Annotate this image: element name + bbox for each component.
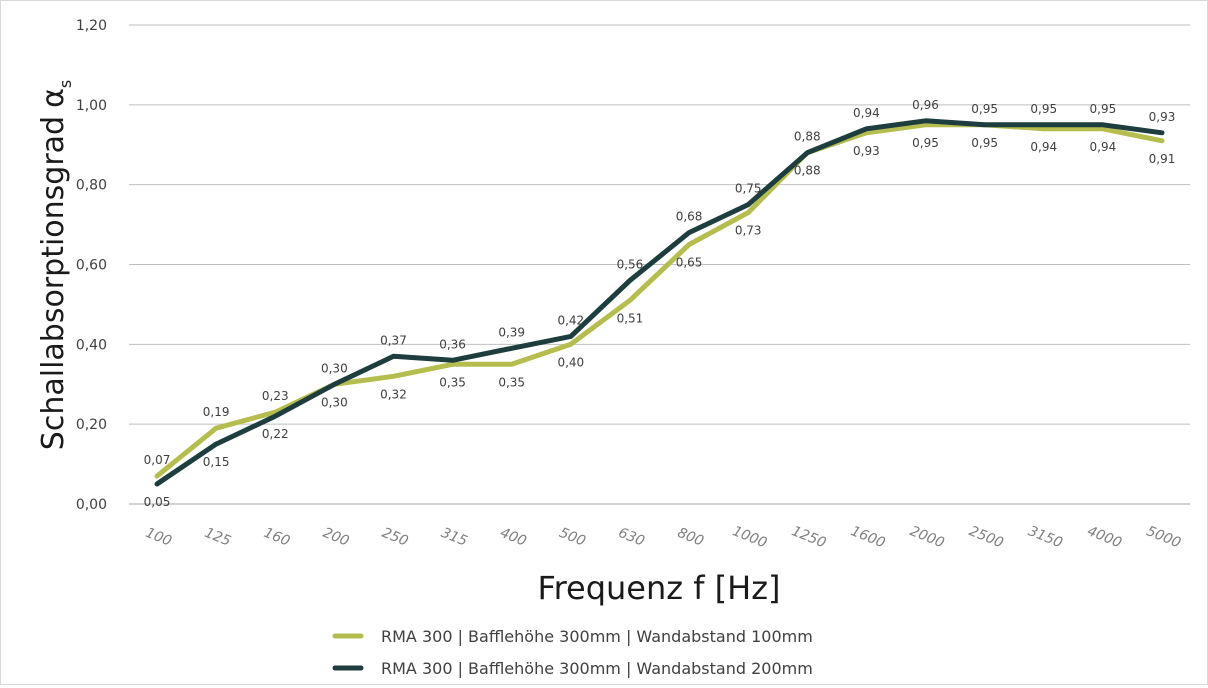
series-lines <box>154 118 1165 487</box>
y-tick-label: 0,20 <box>76 417 107 433</box>
y-axis-title: Schallabsorptionsgradαs <box>36 80 75 450</box>
data-label-series-1: 0,32 <box>380 387 407 401</box>
x-tick-label: 500 <box>557 525 588 550</box>
y-tick-label: 1,00 <box>76 98 107 114</box>
data-label-series-1: 0,23 <box>262 389 289 403</box>
data-label-series-1: 0,19 <box>203 405 230 419</box>
data-label-series-1: 0,88 <box>794 164 821 178</box>
data-label-series-1: 0,65 <box>676 256 703 270</box>
data-label-series-2: 0,88 <box>794 130 821 144</box>
data-label-series-1: 0,35 <box>498 375 525 389</box>
x-tick-label: 100 <box>143 525 174 550</box>
data-label-series-1: 0,91 <box>1149 152 1176 166</box>
data-label-series-1: 0,95 <box>971 136 998 150</box>
data-label-series-1: 0,94 <box>1090 140 1117 154</box>
data-label-series-1: 0,94 <box>1030 140 1057 154</box>
data-label-series-1: 0,93 <box>853 144 880 158</box>
data-label-series-2: 0,56 <box>617 257 644 271</box>
data-label-series-2: 0,96 <box>912 98 939 112</box>
data-label-series-2: 0,93 <box>1149 110 1176 124</box>
y-tick-label: 0,60 <box>76 258 107 274</box>
x-tick-label: 3150 <box>1026 523 1065 551</box>
x-tick-label: 400 <box>498 525 529 550</box>
data-label-series-2: 0,05 <box>144 495 171 509</box>
data-label-series-2: 0,30 <box>321 361 348 375</box>
data-label-series-1: 0,40 <box>557 355 584 369</box>
data-label-series-2: 0,95 <box>1090 102 1117 116</box>
data-label-series-1: 0,30 <box>321 395 348 409</box>
data-label-series-2: 0,15 <box>203 455 230 469</box>
data-labels: 0,07 0,19 0,23 0,30 0,32 0,35 0,35 0,40 0,51 0,65… <box>144 98 1176 509</box>
data-label-series-2: 0,36 <box>439 337 466 351</box>
data-label-series-2: 0,75 <box>735 182 762 196</box>
x-tick-label: 160 <box>261 525 292 550</box>
x-tick-label: 5000 <box>1144 523 1183 551</box>
x-tick-label: 200 <box>320 525 351 550</box>
x-axis-title: Frequenz f [Hz] <box>537 569 780 607</box>
x-axis-ticks: 100 125 160 200 250 315 400 500 630 800 1000 1250 16… <box>143 523 1183 551</box>
x-tick-label: 315 <box>439 525 470 550</box>
legend-label-series-2: RMA 300 | Bafflehöhe 300mm | Wandabstand… <box>381 659 813 678</box>
data-label-series-2: 0,22 <box>262 427 289 441</box>
legend-label-series-1: RMA 300 | Bafflehöhe 300mm | Wandabstand… <box>381 627 813 646</box>
series-line-1 <box>154 122 1165 479</box>
x-tick-label: 250 <box>380 525 411 550</box>
y-tick-label: 0,40 <box>76 337 107 353</box>
x-tick-label: 630 <box>616 525 647 550</box>
x-tick-label: 1250 <box>789 523 828 551</box>
x-tick-label: 1600 <box>848 523 887 551</box>
x-tick-label: 4000 <box>1085 523 1124 551</box>
x-tick-label: 2000 <box>908 523 947 551</box>
data-label-series-2: 0,42 <box>557 313 584 327</box>
data-label-series-2: 0,37 <box>380 333 407 347</box>
x-tick-label: 2500 <box>967 523 1006 551</box>
x-tick-label: 125 <box>202 525 233 550</box>
legend: RMA 300 | Bafflehöhe 300mm | Wandabstand… <box>332 627 813 678</box>
y-tick-label: 1,20 <box>76 18 107 34</box>
x-tick-label: 1000 <box>730 523 769 551</box>
series-line-2 <box>154 118 1165 487</box>
data-label-series-2: 0,94 <box>853 106 880 120</box>
data-label-series-1: 0,73 <box>735 224 762 238</box>
data-label-series-2: 0,95 <box>971 102 998 116</box>
data-label-series-1: 0,51 <box>617 311 644 325</box>
data-label-series-1: 0,07 <box>144 453 171 467</box>
data-label-series-2: 0,95 <box>1030 102 1057 116</box>
y-tick-label: 0,80 <box>76 178 107 194</box>
data-label-series-1: 0,35 <box>439 375 466 389</box>
y-tick-label: 0,00 <box>76 497 107 513</box>
data-label-series-2: 0,68 <box>676 210 703 224</box>
y-axis-ticks: 0,00 0,20 0,40 0,60 0,80 1,00 1,20 <box>76 18 107 513</box>
data-label-series-2: 0,39 <box>498 325 525 339</box>
data-label-series-1: 0,95 <box>912 136 939 150</box>
grid-lines <box>129 24 1190 505</box>
x-tick-label: 800 <box>675 525 706 550</box>
